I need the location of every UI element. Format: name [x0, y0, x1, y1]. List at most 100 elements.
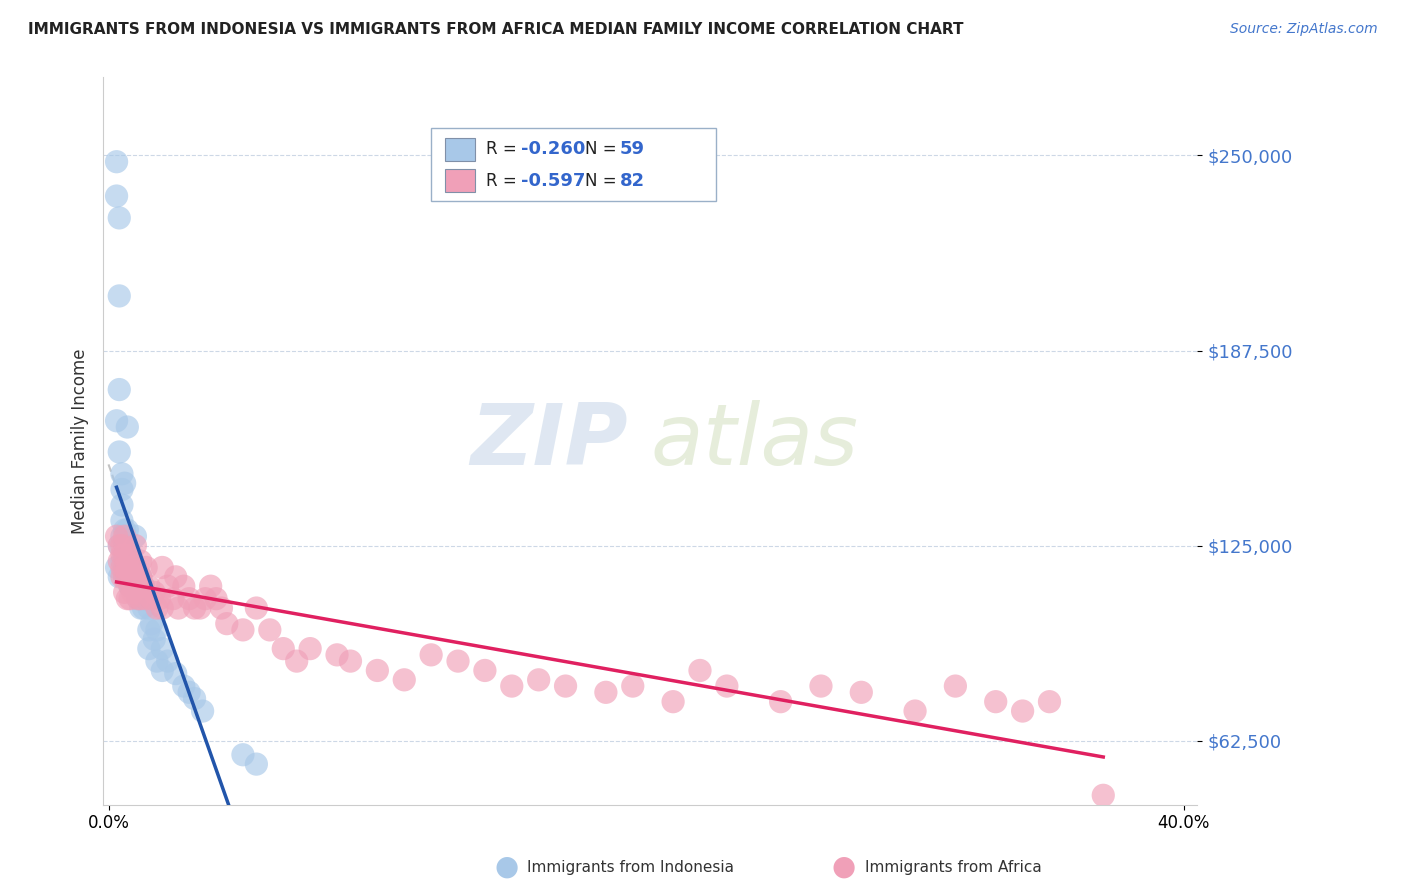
Point	[1092, 789, 1115, 803]
Point	[146, 623, 169, 637]
Point	[904, 704, 927, 718]
Point	[146, 601, 169, 615]
Text: atlas: atlas	[650, 400, 858, 483]
FancyBboxPatch shape	[444, 137, 475, 161]
Point	[215, 616, 238, 631]
Text: ZIP: ZIP	[471, 400, 628, 483]
Point	[111, 498, 134, 512]
Text: N =: N =	[585, 171, 621, 190]
Point	[114, 570, 136, 584]
Point	[108, 211, 131, 225]
Point	[146, 654, 169, 668]
Point	[259, 623, 281, 637]
Text: 59: 59	[620, 140, 644, 158]
Text: N =: N =	[585, 140, 621, 158]
Point	[105, 189, 128, 203]
Text: -0.260: -0.260	[522, 140, 585, 158]
Point	[132, 579, 155, 593]
Point	[117, 420, 139, 434]
Point	[111, 560, 134, 574]
Point	[111, 514, 134, 528]
Point	[111, 570, 134, 584]
Point	[124, 539, 146, 553]
Point	[183, 691, 205, 706]
Point	[232, 623, 254, 637]
Point	[554, 679, 576, 693]
Point	[339, 654, 361, 668]
Point	[200, 579, 222, 593]
Point	[111, 529, 134, 543]
Point	[121, 576, 143, 591]
Point	[191, 704, 214, 718]
Point	[118, 579, 141, 593]
Point	[394, 673, 416, 687]
Point	[105, 529, 128, 543]
Point	[129, 591, 152, 606]
Text: ●: ●	[494, 853, 519, 881]
Point	[299, 641, 322, 656]
Point	[150, 601, 173, 615]
Point	[114, 560, 136, 574]
Point	[143, 585, 166, 599]
Point	[366, 664, 388, 678]
Point	[118, 548, 141, 562]
Point	[716, 679, 738, 693]
Point	[271, 641, 294, 656]
Point	[114, 476, 136, 491]
Point	[138, 623, 160, 637]
Point	[501, 679, 523, 693]
Point	[127, 570, 149, 584]
Point	[138, 579, 160, 593]
Point	[108, 570, 131, 584]
Point	[114, 529, 136, 543]
FancyBboxPatch shape	[432, 128, 716, 201]
Point	[114, 585, 136, 599]
Point	[205, 591, 228, 606]
Text: R =: R =	[486, 140, 522, 158]
Point	[132, 601, 155, 615]
Point	[188, 601, 211, 615]
Point	[150, 664, 173, 678]
Point	[326, 648, 349, 662]
Point	[621, 679, 644, 693]
Text: -0.597: -0.597	[522, 171, 585, 190]
Point	[984, 695, 1007, 709]
Point	[117, 560, 139, 574]
Point	[141, 591, 163, 606]
FancyBboxPatch shape	[444, 169, 475, 193]
Point	[118, 560, 141, 574]
Point	[111, 539, 134, 553]
Point	[150, 560, 173, 574]
Point	[209, 601, 232, 615]
Point	[121, 585, 143, 599]
Point	[108, 289, 131, 303]
Point	[124, 560, 146, 574]
Point	[127, 591, 149, 606]
Point	[118, 560, 141, 574]
Point	[595, 685, 617, 699]
Point	[945, 679, 967, 693]
Text: IMMIGRANTS FROM INDONESIA VS IMMIGRANTS FROM AFRICA MEDIAN FAMILY INCOME CORRELA: IMMIGRANTS FROM INDONESIA VS IMMIGRANTS …	[28, 22, 963, 37]
Point	[117, 591, 139, 606]
Point	[108, 445, 131, 459]
Point	[111, 554, 134, 568]
Point	[165, 666, 187, 681]
Point	[165, 570, 187, 584]
Point	[179, 591, 201, 606]
Point	[105, 560, 128, 574]
Point	[114, 548, 136, 562]
Point	[141, 616, 163, 631]
Point	[285, 654, 308, 668]
Point	[135, 591, 157, 606]
Point	[118, 591, 141, 606]
Point	[1011, 704, 1033, 718]
Point	[447, 654, 470, 668]
Point	[527, 673, 550, 687]
Point	[132, 579, 155, 593]
Point	[108, 554, 131, 568]
Point	[124, 579, 146, 593]
Text: R =: R =	[486, 171, 522, 190]
Point	[124, 529, 146, 543]
Point	[108, 539, 131, 553]
Point	[111, 483, 134, 497]
